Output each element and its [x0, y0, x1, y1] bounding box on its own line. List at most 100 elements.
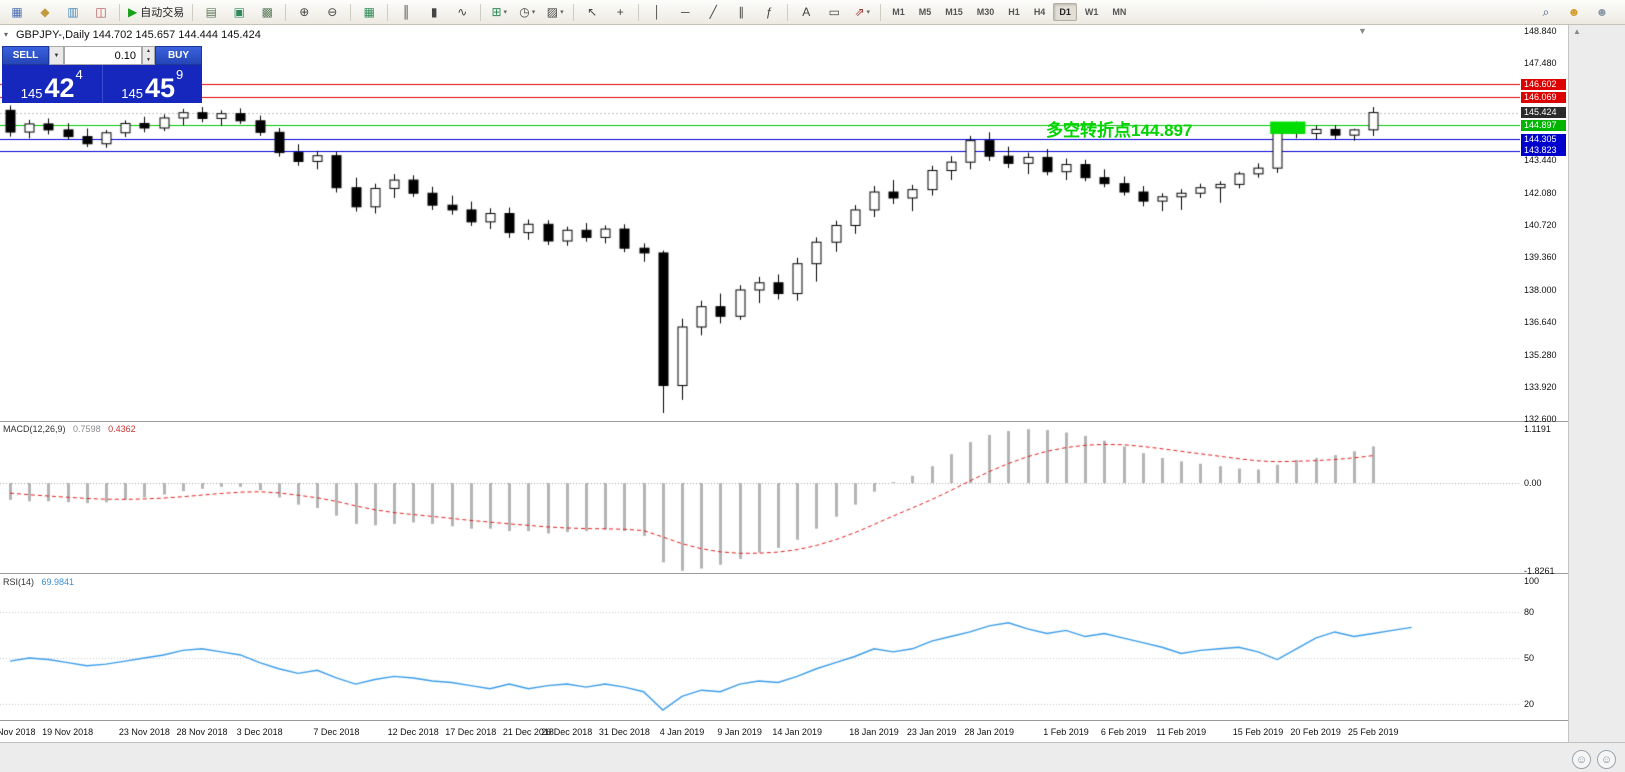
macd-axis-label: -1.8261 — [1524, 565, 1555, 576]
bid-price[interactable]: 145 42 4 — [2, 65, 102, 103]
volume-dropdown-button[interactable]: ▼ — [49, 46, 64, 65]
zoom-in-icon[interactable]: ⊕ — [299, 5, 310, 19]
toolbar-separator — [573, 3, 575, 21]
right-gutter — [1568, 25, 1625, 742]
price-axis-label: 135.280 — [1524, 349, 1557, 360]
tile-windows-icon[interactable]: ▦ — [363, 5, 375, 19]
price-axis-label: 138.000 — [1524, 284, 1557, 295]
strategy-tester-icon[interactable]: ▩ — [261, 5, 273, 19]
trendline-icon[interactable]: ╱ — [709, 5, 717, 19]
crosshair-icon[interactable]: + — [616, 5, 624, 19]
price-line-tag[interactable]: 145.424 — [1521, 107, 1566, 119]
community-notifications-icon[interactable]: ☺ — [1597, 750, 1616, 769]
rsi-axis-label: 80 — [1524, 607, 1535, 618]
timeframe-m5[interactable]: M5 — [918, 7, 932, 17]
price-line-tag[interactable]: 144.305 — [1521, 133, 1566, 145]
search-icon[interactable]: ⌕ — [1542, 5, 1550, 19]
market-watch-icon[interactable]: ▥ — [67, 5, 79, 19]
price-line-tag[interactable]: 143.823 — [1521, 145, 1566, 157]
timeframe-m30[interactable]: M30 — [976, 7, 995, 17]
fibonacci-icon[interactable]: ƒ — [765, 5, 773, 19]
date-label: 23 Nov 2018 — [118, 727, 170, 737]
timeframe-m1[interactable]: M1 — [892, 7, 905, 17]
auto-trading-button[interactable]: ▶ 自动交易 — [128, 5, 185, 19]
pivot-annotation-text[interactable]: 多空转折点144.897 — [1046, 121, 1193, 140]
date-label: 4 Jan 2019 — [659, 727, 705, 737]
vertical-line-icon[interactable]: │ — [653, 5, 661, 19]
date-label: 14 Nov 2018 — [0, 727, 36, 737]
price-chart[interactable] — [0, 25, 1520, 421]
cursor-icon[interactable]: ↖ — [587, 5, 598, 19]
macd-name: MACD(12,26,9) — [3, 424, 66, 434]
text-label-icon[interactable]: ▭ — [828, 5, 840, 19]
date-label: 28 Nov 2018 — [176, 727, 228, 737]
candlestick-chart-icon[interactable]: ▮ — [430, 5, 438, 19]
chevron-down-icon: ▾ — [531, 9, 536, 16]
panel-splitter[interactable] — [0, 421, 1568, 422]
horizontal-line-icon[interactable]: ─ — [680, 5, 690, 19]
indicators-icon[interactable]: ⊞ ▾ — [491, 5, 508, 19]
buy-button[interactable]: BUY — [155, 46, 202, 65]
volume-up-button[interactable]: ▲ — [146, 48, 151, 54]
rsi-axis-label: 50 — [1524, 653, 1535, 663]
zoom-out-icon[interactable]: ⊖ — [327, 5, 338, 19]
macd-axis-label: 0.00 — [1524, 478, 1542, 488]
bid-price-pips: 42 — [44, 73, 75, 104]
periods-icon[interactable]: ◷ ▾ — [519, 5, 536, 19]
line-chart-icon[interactable]: ∿ — [457, 5, 468, 19]
macd-main-value: 0.7598 — [73, 424, 101, 434]
price-axis-label: 143.440 — [1524, 155, 1557, 165]
profiles-icon[interactable]: ◆ — [40, 5, 50, 19]
macd-label: MACD(12,26,9) 0.7598 0.4362 — [3, 424, 136, 434]
one-click-panel-toggle-icon[interactable]: ▾ — [4, 30, 9, 39]
rsi-chart[interactable] — [0, 574, 1520, 720]
community-icon[interactable]: ☻ — [1567, 5, 1581, 19]
new-order-icon[interactable]: ◫ — [95, 5, 107, 19]
panel-splitter[interactable] — [0, 573, 1568, 574]
bid-price-point: 4 — [75, 67, 83, 82]
text-icon[interactable]: A — [802, 5, 811, 19]
chevron-down-icon: ▾ — [503, 9, 508, 16]
chart-shift-marker[interactable]: ▼ — [1358, 26, 1367, 36]
arrows-icon[interactable]: ⇗ ▾ — [854, 5, 871, 19]
templates-icon[interactable]: ▨ ▾ — [546, 5, 564, 19]
one-click-trading-panel: SELL ▼ 0.10 ▲ ▼ BUY 145 42 4 145 45 9 — [2, 46, 202, 103]
price-line-tag[interactable]: 144.897 — [1521, 119, 1566, 131]
toolbar-separator — [192, 3, 194, 21]
price-axis-label: 148.840 — [1524, 25, 1557, 36]
toolbar-separator — [119, 3, 120, 21]
date-label: 26 Dec 2018 — [541, 727, 593, 737]
timeframe-m15[interactable]: M15 — [945, 7, 963, 17]
timeframe-d1[interactable]: D1 — [1053, 3, 1077, 21]
toolbar-separator — [638, 3, 640, 21]
toolbar-separator — [480, 3, 482, 21]
new-chart-icon[interactable]: ▦ — [11, 5, 23, 19]
timeframe-h4[interactable]: H4 — [1033, 7, 1046, 17]
timeframe-h1[interactable]: H1 — [1008, 7, 1020, 17]
bar-chart-icon[interactable]: ║ — [401, 5, 411, 19]
date-label: 3 Dec 2018 — [236, 727, 283, 737]
rsi-value: 69.9841 — [41, 577, 75, 587]
sell-button[interactable]: SELL — [2, 46, 49, 65]
price-axis-label: 139.360 — [1524, 252, 1557, 263]
channel-icon[interactable]: ∥ — [738, 5, 745, 19]
scroll-up-icon[interactable]: ▲ — [1573, 27, 1581, 36]
timeframe-w1[interactable]: W1 — [1084, 7, 1099, 17]
volume-input[interactable]: 0.10 — [64, 46, 142, 65]
price-axis-label: 140.720 — [1524, 219, 1557, 230]
time-axis[interactable] — [0, 720, 1568, 742]
chat-icon[interactable]: ☻ — [1595, 5, 1609, 19]
timeframe-mn[interactable]: MN — [1112, 7, 1127, 17]
ask-price[interactable]: 145 45 9 — [101, 65, 203, 103]
macd-chart[interactable] — [0, 422, 1520, 573]
terminal-icon[interactable]: ▤ — [205, 5, 217, 19]
date-label: 20 Feb 2019 — [1290, 727, 1341, 737]
price-line-tag[interactable]: 146.602 — [1521, 78, 1566, 90]
price-line-tag[interactable]: 146.069 — [1521, 91, 1566, 103]
volume-down-button[interactable]: ▼ — [146, 56, 151, 63]
navigator-icon[interactable]: ▣ — [233, 5, 245, 19]
community-chat-icon[interactable]: ☺ — [1572, 750, 1591, 769]
auto-trading-button-label: 自动交易 — [140, 7, 185, 19]
date-label: 14 Jan 2019 — [772, 727, 822, 737]
